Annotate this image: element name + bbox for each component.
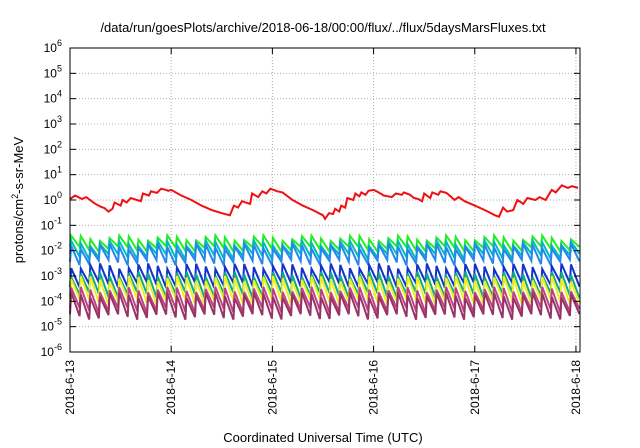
x-tick-label: 2018-6-17 xyxy=(468,360,482,415)
x-tick-label: 2018-6-15 xyxy=(265,360,279,415)
y-tick-label: 103 xyxy=(44,114,62,131)
y-tick-label: 10-6 xyxy=(41,342,62,359)
y-tick-label: 10-3 xyxy=(41,266,62,283)
series-layer xyxy=(69,184,581,321)
y-axis-label: protons/cm2-s-sr-MeV xyxy=(10,136,26,263)
y-tick-label: 10-2 xyxy=(41,241,62,258)
series-line xyxy=(69,239,581,270)
y-axis-label-rest: -s-sr-MeV xyxy=(11,136,26,193)
y-tick-label: 105 xyxy=(44,63,62,80)
y-axis-label-main: protons/cm xyxy=(11,199,26,263)
y-tick-label: 104 xyxy=(44,89,62,106)
y-tick-label: 101 xyxy=(44,165,62,182)
x-axis-label: Coordinated Universal Time (UTC) xyxy=(223,430,422,445)
y-tick-label: 10-4 xyxy=(41,291,62,308)
chart-title: /data/run/goesPlots/archive/2018-06-18/0… xyxy=(100,20,546,35)
series-line xyxy=(69,184,579,221)
y-axis: 10-6 10-5 10-4 10-3 10-2 10-1 100 101 102 103 104 1… xyxy=(41,38,580,359)
x-tick-label: 2018-6-13 xyxy=(63,360,77,415)
x-axis: 2018-6-13 2018-6-14 2018-6-15 2018-6-16 2018… xyxy=(63,48,583,415)
y-tick-label: 106 xyxy=(44,38,62,55)
y-tick-label: 102 xyxy=(44,139,62,156)
y-tick-label: 10-5 xyxy=(41,317,62,334)
x-tick-label: 2018-6-18 xyxy=(569,360,583,415)
x-tick-label: 2018-6-16 xyxy=(367,360,381,415)
y-tick-label: 10-1 xyxy=(41,215,62,232)
x-tick-label: 2018-6-14 xyxy=(164,360,178,415)
y-tick-label: 100 xyxy=(44,190,62,207)
y-axis-label-sup: 2 xyxy=(10,194,20,199)
series-line xyxy=(69,292,581,321)
